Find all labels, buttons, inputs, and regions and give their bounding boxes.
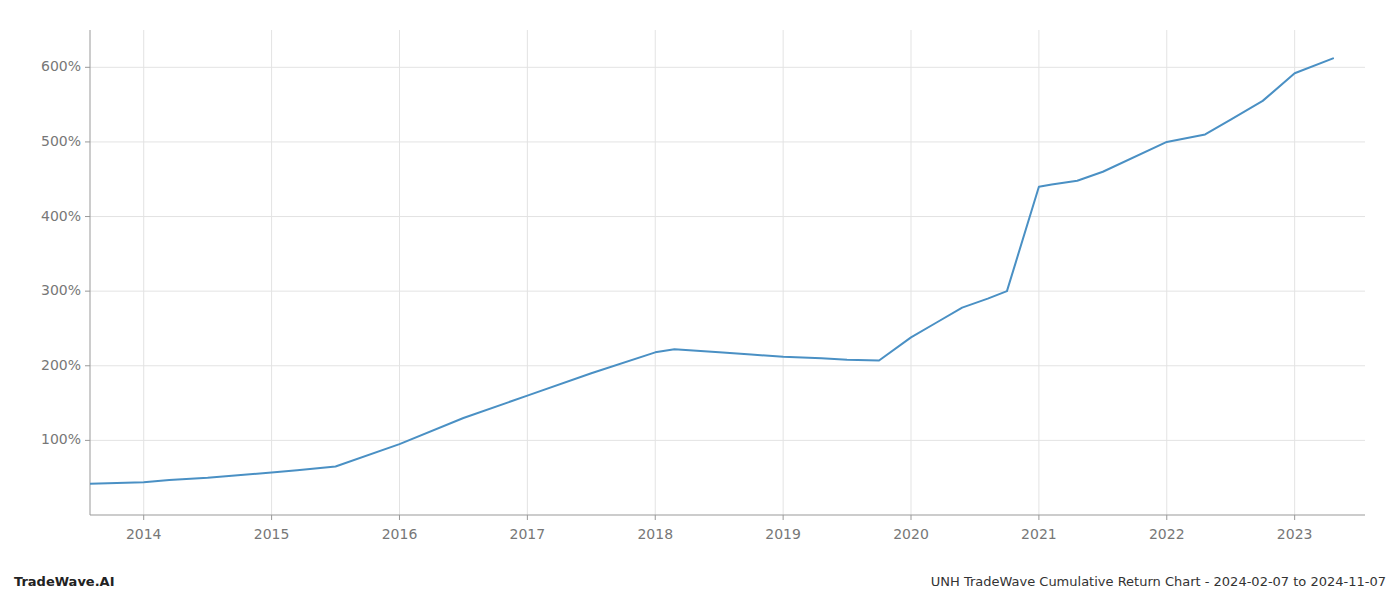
x-tick-label: 2014 [126,526,162,542]
y-tick [85,365,90,366]
y-tick-label: 600% [41,58,81,74]
chart-container: 100% 200% 300% 400% 500% 600% 2014 2015 2016 2017… [0,0,1400,600]
y-tick-label: 400% [41,208,81,224]
x-tick-label: 2020 [893,526,929,542]
x-grid-line [527,30,528,515]
footer-right: UNH TradeWave Cumulative Return Chart - … [931,574,1386,589]
y-tick-label: 300% [41,282,81,298]
x-grid-line [1038,30,1039,515]
x-tick [1038,515,1039,520]
x-grid-line [271,30,272,515]
x-tick-label: 2016 [382,526,418,542]
x-tick [399,515,400,520]
x-tick [143,515,144,520]
x-tick [1294,515,1295,520]
chart-svg: 100% 200% 300% 400% 500% 600% 2014 2015 2016 2017… [0,0,1400,600]
x-tick [271,515,272,520]
x-tick-label: 2017 [510,526,546,542]
x-tick [911,515,912,520]
y-tick-label: 200% [41,357,81,373]
y-tick [85,67,90,68]
x-tick [783,515,784,520]
y-tick-label: 500% [41,133,81,149]
x-grid-line [783,30,784,515]
footer-left: TradeWave.AI [14,574,115,589]
y-grid-line [90,291,1365,292]
x-tick-label: 2015 [254,526,290,542]
x-tick [1166,515,1167,520]
x-tick [527,515,528,520]
x-grid-line [1166,30,1167,515]
y-tick [85,291,90,292]
y-grid-line [90,365,1365,366]
y-tick [85,216,90,217]
x-tick-label: 2021 [1021,526,1057,542]
x-grid-line [655,30,656,515]
x-tick-label: 2023 [1277,526,1313,542]
x-tick [655,515,656,520]
x-axis-line [90,515,1365,516]
axes: 100% 200% 300% 400% 500% 600% 2014 2015 2016 2017… [41,30,1365,542]
x-tick-label: 2022 [1149,526,1185,542]
x-grid-line [1294,30,1295,515]
y-grid-line [90,67,1365,68]
x-grid-line [399,30,400,515]
x-grid-line [911,30,912,515]
x-tick-label: 2018 [637,526,673,542]
x-grid-line [143,30,144,515]
y-grid-line [90,440,1365,441]
y-tick [85,141,90,142]
x-tick-label: 2019 [765,526,801,542]
y-axis-line [90,30,91,515]
plot-area [90,58,1333,483]
y-grid-line [90,216,1365,217]
y-tick-label: 100% [41,431,81,447]
grid [90,30,1365,515]
y-tick [85,440,90,441]
data-line [90,58,1333,483]
